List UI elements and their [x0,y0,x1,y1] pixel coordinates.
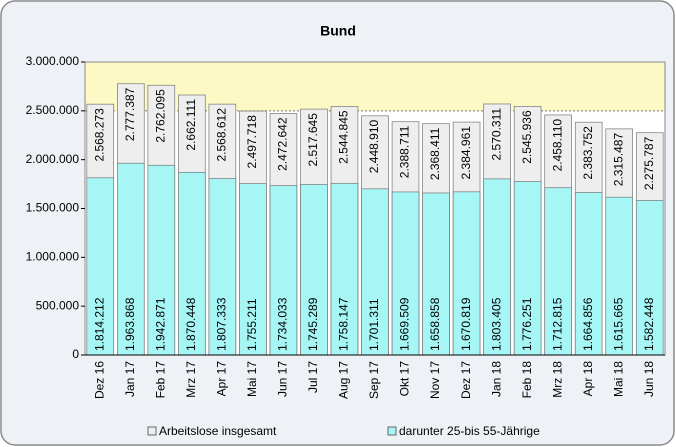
value-label: 2.458.110 [550,119,564,172]
bar [422,192,450,356]
legend-label: darunter 25-bis 55-Jährige [399,424,540,438]
x-tick-label: Mai 18 [611,361,625,397]
x-tick-label: Dez 16 [92,361,106,399]
value-label: 1.658.858 [428,297,442,351]
legend-label: Arbeitslose insgesamt [159,424,277,438]
value-label: 1.670.819 [459,297,473,351]
y-tick-label: 0 [72,347,79,361]
x-tick-label: Okt 17 [398,361,412,397]
y-tick-label: 2.500.000 [26,103,80,117]
value-label: 2.545.936 [520,110,534,164]
x-tick-label: Jun 18 [642,361,656,397]
value-label: 2.762.095 [153,89,167,143]
value-label: 1.758.147 [337,297,351,351]
chart-title: Bund [320,23,356,39]
value-label: 1.870.448 [184,297,198,351]
value-label: 2.448.910 [367,120,381,174]
value-label: 1.701.311 [367,298,381,351]
value-label: 1.755.211 [245,298,259,351]
x-tick-label: Jan 18 [489,361,503,397]
bar [391,191,420,356]
value-label: 2.517.645 [306,113,320,167]
value-label: 1.942.871 [153,297,167,351]
y-tick-label: 1.500.000 [26,201,80,215]
value-label: 1.963.868 [123,297,137,351]
legend-swatch [147,426,157,436]
value-label: 2.497.718 [245,115,259,169]
x-tick-label: Jan 17 [123,361,137,397]
bar [300,184,328,356]
value-label: 2.662.111 [184,99,198,151]
value-label: 1.664.856 [581,297,595,351]
bar [574,192,603,356]
legend-swatch [387,426,397,436]
x-tick-label: Aug 17 [337,361,351,399]
x-tick-label: Dez 17 [459,361,473,399]
x-tick-label: Jun 17 [276,361,290,397]
value-label: 1.803.405 [489,297,503,351]
bar [544,187,572,356]
x-tick-label: Feb 17 [153,361,167,399]
value-label: 1.734.033 [276,297,290,351]
value-label: 1.814.212 [92,297,106,351]
x-tick-label: Nov 17 [428,361,442,399]
x-tick-label: Apr 17 [215,361,229,397]
bar [147,164,176,356]
value-label: 2.544.845 [337,110,351,164]
value-label: 2.472.642 [276,117,290,171]
value-label: 1.669.509 [398,297,412,351]
value-label: 2.388.711 [398,125,412,178]
value-label: 1.582.448 [642,297,656,351]
bar [178,171,206,356]
bar [452,191,481,356]
x-tick-label: Apr 18 [581,361,595,397]
value-label: 1.745.289 [306,297,320,351]
value-label: 2.383.752 [581,126,595,180]
bar [269,185,298,356]
bar [208,178,237,356]
value-label: 1.807.333 [215,297,229,351]
value-label: 2.777.387 [123,87,137,141]
x-tick-label: Mrz 17 [184,361,198,398]
value-label: 2.384.961 [459,126,473,180]
value-label: 2.570.311 [489,108,503,161]
x-tick-label: Jul 17 [306,361,320,393]
x-tick-label: Feb 18 [520,361,534,399]
bar [483,178,511,356]
bar [635,200,664,356]
value-label: 1.712.815 [550,297,564,351]
x-tick-label: Sep 17 [367,361,381,399]
y-tick-label: 2.000.000 [26,152,80,166]
value-label: 2.568.612 [215,108,229,162]
y-tick-label: 500.000 [36,298,80,312]
value-label: 2.368.411 [428,127,442,180]
value-label: 1.615.665 [611,297,625,351]
bar [330,182,359,356]
bar [117,162,145,356]
x-tick-label: Mrz 18 [550,361,564,398]
value-label: 2.568.273 [92,108,106,162]
y-tick-label: 3.000.000 [26,54,80,68]
y-tick-label: 1.000.000 [26,250,80,264]
value-label: 2.315.487 [611,133,625,187]
bar [86,177,115,356]
bar [239,183,267,356]
bar [605,196,633,356]
value-label: 1.776.251 [520,297,534,351]
x-tick-label: Mai 17 [245,361,259,397]
value-label: 2.275.787 [642,136,656,190]
